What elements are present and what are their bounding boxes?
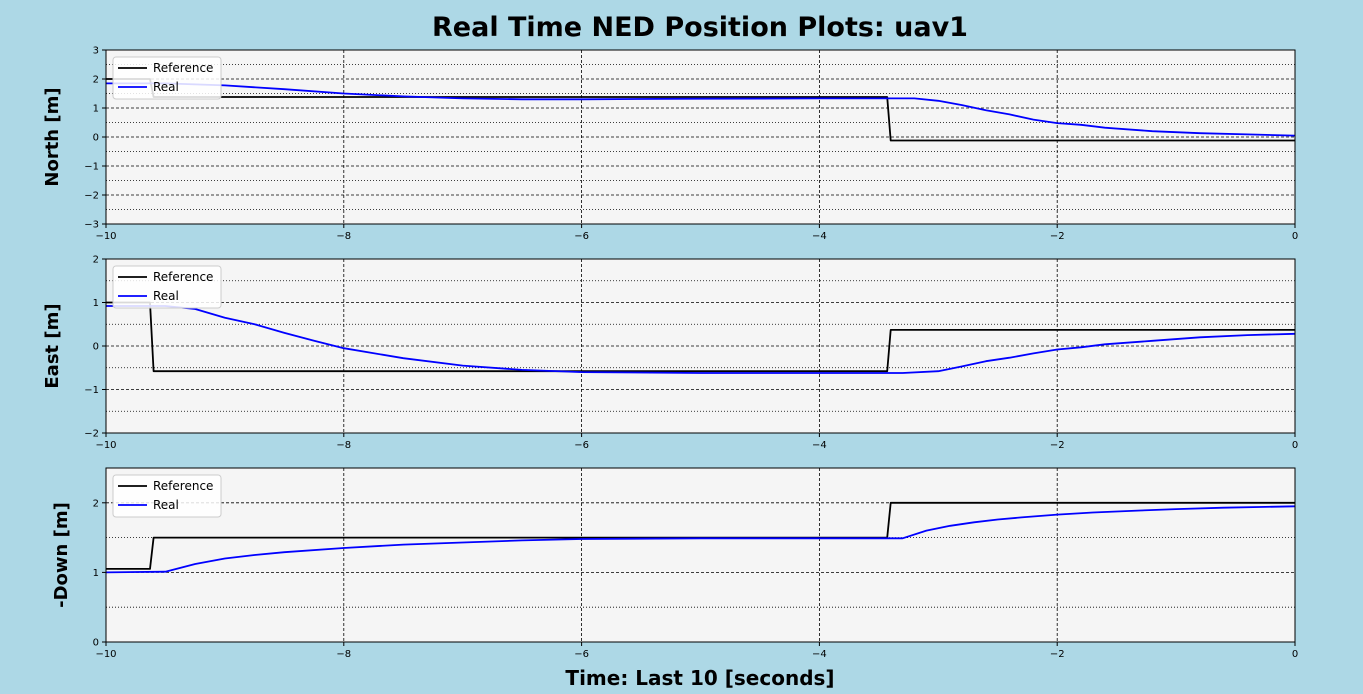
x-tick-label: −4 xyxy=(812,440,827,451)
figure-title: Real Time NED Position Plots: uav1 xyxy=(432,12,968,43)
x-tick-label: −8 xyxy=(336,231,351,242)
subplot-3: −10 −8 −6 −4 −2 0 0 1 2 -Down [m] Reference Real xyxy=(51,467,1298,660)
y-tick-label: −2 xyxy=(84,191,99,202)
y-tick-label: 1 xyxy=(93,568,99,579)
legend-label-reference: Reference xyxy=(153,479,213,493)
x-tick-label: −4 xyxy=(812,231,827,242)
series-line-real xyxy=(105,505,1296,574)
x-tick-label: 0 xyxy=(1292,649,1298,660)
x-tick-label: −2 xyxy=(1050,231,1065,242)
axes-frame xyxy=(105,467,1296,643)
y-tick-label: 0 xyxy=(93,342,99,353)
x-tick-label: −10 xyxy=(95,649,116,660)
series-line-real xyxy=(106,305,1296,374)
x-tick-label: −8 xyxy=(336,440,351,451)
legend: Reference Real xyxy=(112,265,222,309)
x-tick-label: −2 xyxy=(1050,440,1065,451)
x-tick-label: −10 xyxy=(95,231,116,242)
y-tick-label: 0 xyxy=(93,638,99,649)
y-tick-label: 2 xyxy=(93,255,99,266)
y-tick-label: 2 xyxy=(93,75,99,86)
series-line-real xyxy=(106,82,1296,137)
y-axis-label: -Down [m] xyxy=(51,502,72,608)
y-tick-label: 0 xyxy=(93,133,99,144)
legend-label-real: Real xyxy=(153,289,179,303)
x-tick-label: −6 xyxy=(574,649,589,660)
x-tick-label: −6 xyxy=(574,231,589,242)
y-tick-label: −1 xyxy=(84,162,99,173)
x-tick-label: −4 xyxy=(812,649,827,660)
legend-label-real: Real xyxy=(153,80,179,94)
y-tick-label: 2 xyxy=(93,498,99,509)
legend-label-real: Real xyxy=(153,498,179,512)
x-axis-label: Time: Last 10 [seconds] xyxy=(565,666,834,690)
series-line-reference xyxy=(106,501,1295,570)
y-tick-label: −1 xyxy=(84,385,99,396)
y-tick-label: 1 xyxy=(93,104,99,115)
y-tick-label: −2 xyxy=(84,429,99,440)
legend-label-reference: Reference xyxy=(153,61,213,75)
y-tick-label: 3 xyxy=(93,46,99,57)
legend: Reference Real xyxy=(112,56,222,100)
y-axis-label: North [m] xyxy=(42,87,63,186)
y-axis-label: East [m] xyxy=(42,303,63,388)
plot-area xyxy=(106,468,1295,642)
x-tick-label: −8 xyxy=(336,649,351,660)
legend-label-reference: Reference xyxy=(153,270,213,284)
x-tick-label: −6 xyxy=(574,440,589,451)
y-tick-label: −3 xyxy=(84,220,99,231)
legend: Reference Real xyxy=(112,474,222,518)
y-tick-label: 1 xyxy=(93,298,99,309)
x-tick-label: 0 xyxy=(1292,440,1298,451)
x-tick-label: −10 xyxy=(95,440,116,451)
x-tick-label: 0 xyxy=(1292,231,1298,242)
x-tick-label: −2 xyxy=(1050,649,1065,660)
